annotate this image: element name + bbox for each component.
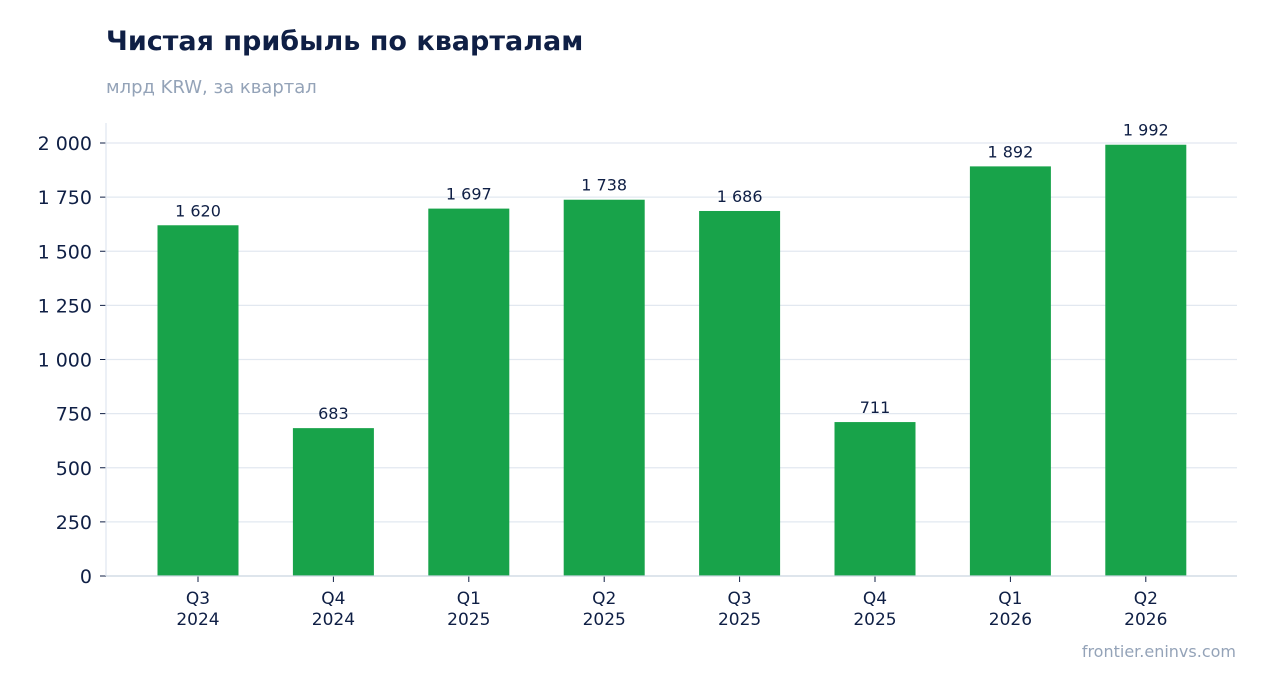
x-tick-label-quarter: Q1 <box>998 589 1022 609</box>
bar <box>834 422 916 576</box>
bar <box>969 166 1051 576</box>
bar <box>292 428 374 576</box>
x-tick-label-year: 2026 <box>1124 610 1167 630</box>
y-tick-label: 500 <box>56 458 92 480</box>
x-tick-label-quarter: Q2 <box>592 589 616 609</box>
y-tick-label: 250 <box>56 512 92 534</box>
x-tick-label-quarter: Q1 <box>457 589 481 609</box>
data-label: 683 <box>318 404 349 423</box>
x-tick-label-year: 2025 <box>853 610 896 630</box>
y-tick-label: 1 250 <box>38 295 92 317</box>
x-tick-label-year: 2025 <box>718 610 761 630</box>
chart-title: Чистая прибыль по кварталам <box>106 26 584 57</box>
data-label: 711 <box>860 398 891 417</box>
y-tick-label: 1 500 <box>38 241 92 263</box>
x-tick-label-year: 2026 <box>989 610 1032 630</box>
y-tick-label: 0 <box>80 566 92 588</box>
source-label: frontier.eninvs.com <box>1081 642 1236 661</box>
bar <box>699 210 781 576</box>
y-tick-label: 750 <box>56 404 92 426</box>
x-tick-label-quarter: Q2 <box>1134 589 1158 609</box>
chart-subtitle: млрд KRW, за квартал <box>106 77 317 98</box>
data-label: 1 892 <box>987 142 1033 161</box>
x-tick-label-year: 2024 <box>176 610 219 630</box>
x-tick-label-quarter: Q4 <box>321 589 345 609</box>
data-label: 1 738 <box>581 176 627 195</box>
data-label: 1 620 <box>175 201 221 220</box>
x-tick-label-year: 2025 <box>447 610 490 630</box>
x-tick-label-year: 2025 <box>583 610 626 630</box>
x-tick-label-quarter: Q3 <box>727 589 751 609</box>
x-tick-label-quarter: Q4 <box>863 589 887 609</box>
data-label: 1 686 <box>717 187 763 206</box>
bar <box>1105 144 1187 576</box>
y-tick-label: 1 750 <box>38 187 92 209</box>
data-label: 1 992 <box>1123 121 1169 140</box>
y-tick-label: 1 000 <box>38 350 92 372</box>
bar <box>428 208 510 577</box>
y-tick-label: 2 000 <box>38 133 92 155</box>
x-tick-label-quarter: Q3 <box>186 589 210 609</box>
data-label: 1 697 <box>446 185 492 204</box>
x-tick-label-year: 2024 <box>312 610 355 630</box>
bar <box>157 225 239 576</box>
bar <box>563 199 645 576</box>
